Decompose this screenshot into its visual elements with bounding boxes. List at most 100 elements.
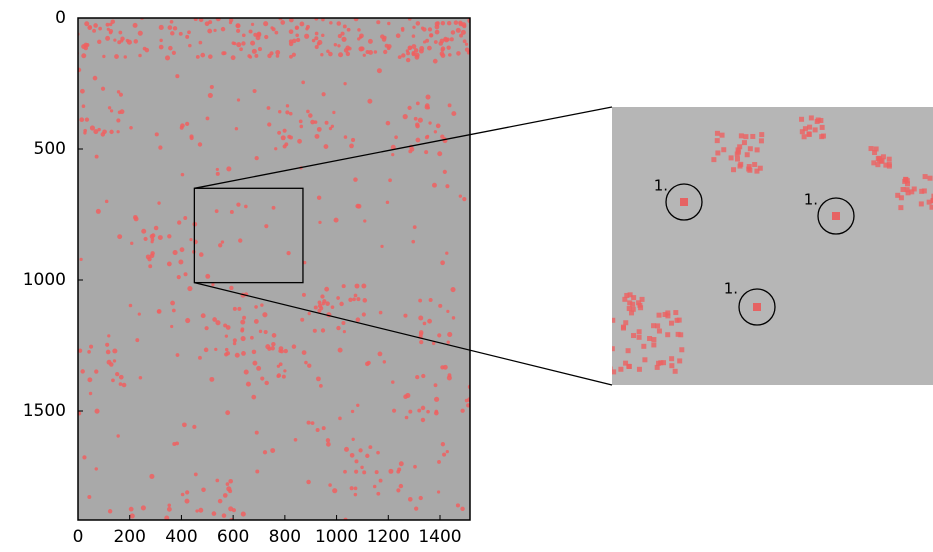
- cell: [264, 381, 268, 385]
- cell: [185, 318, 190, 323]
- cell: [114, 54, 119, 59]
- cell: [421, 418, 425, 422]
- cell: [215, 209, 219, 213]
- cell: [338, 417, 342, 421]
- cell: [631, 295, 636, 300]
- cell: [225, 410, 230, 415]
- cell: [336, 326, 340, 330]
- cell: [338, 348, 343, 353]
- cell: [430, 34, 433, 37]
- cell: [898, 205, 903, 210]
- cell: [228, 489, 232, 493]
- cell: [470, 36, 475, 41]
- cell: [119, 375, 124, 380]
- cell: [279, 362, 283, 366]
- cell: [360, 466, 363, 469]
- cell: [324, 144, 329, 149]
- cell: [319, 306, 323, 310]
- cell: [173, 26, 177, 30]
- cell: [743, 134, 748, 139]
- cell: [929, 205, 933, 210]
- cell: [255, 431, 259, 435]
- cell: [314, 36, 318, 40]
- cell: [923, 174, 928, 179]
- cell: [610, 318, 615, 323]
- cell: [258, 47, 262, 51]
- cell: [427, 319, 432, 324]
- cell: [226, 166, 231, 171]
- cell: [170, 301, 175, 306]
- cell: [282, 375, 286, 379]
- cell: [254, 305, 258, 309]
- cell: [308, 312, 311, 315]
- cell: [406, 51, 410, 55]
- cell: [272, 333, 277, 338]
- cell: [334, 218, 339, 223]
- cell: [274, 147, 277, 150]
- cell: [294, 438, 298, 442]
- cell: [408, 149, 412, 153]
- cell: [242, 316, 246, 320]
- cell: [417, 409, 421, 413]
- cell: [673, 369, 678, 374]
- cell: [411, 240, 415, 244]
- cell: [356, 404, 359, 407]
- cell: [92, 29, 96, 33]
- cell: [355, 284, 360, 289]
- cell: [319, 384, 323, 388]
- cell: [225, 348, 228, 351]
- cell: [324, 287, 329, 292]
- cell: [665, 332, 670, 337]
- cell: [317, 127, 322, 132]
- cell: [341, 37, 346, 42]
- cell: [241, 327, 245, 331]
- cell: [254, 319, 259, 324]
- cell: [185, 490, 189, 494]
- cell: [362, 470, 366, 474]
- cell: [87, 377, 92, 382]
- cell: [426, 135, 429, 138]
- cell: [185, 122, 189, 126]
- cell: [376, 20, 380, 24]
- cell: [379, 311, 383, 315]
- cell: [428, 121, 431, 124]
- cell: [252, 89, 256, 93]
- cell: [265, 344, 270, 349]
- cell: [278, 349, 281, 352]
- cell: [68, 50, 72, 54]
- cell: [172, 442, 176, 446]
- cell: [349, 144, 354, 149]
- cell: [256, 366, 261, 371]
- cell: [198, 356, 202, 360]
- cell: [167, 262, 172, 267]
- cell: [157, 201, 160, 204]
- cell: [432, 183, 437, 188]
- cell: [462, 197, 466, 201]
- cell: [58, 342, 62, 346]
- cell: [199, 252, 204, 257]
- cell: [254, 54, 258, 58]
- cell: [460, 507, 464, 511]
- cell: [387, 22, 390, 25]
- cell: [320, 53, 323, 56]
- cell: [677, 318, 682, 323]
- cell: [289, 39, 293, 43]
- cell: [117, 234, 122, 239]
- cell: [147, 257, 151, 261]
- cell: [451, 30, 456, 35]
- cell: [373, 485, 377, 489]
- cell: [423, 40, 426, 43]
- cell: [112, 348, 117, 353]
- cell: [669, 356, 674, 361]
- cell: [116, 130, 119, 133]
- cell: [642, 357, 647, 362]
- cell: [98, 27, 102, 31]
- x-tick-label: 1200: [367, 527, 410, 547]
- cell: [102, 129, 107, 134]
- cell: [236, 202, 240, 206]
- cell: [316, 428, 320, 432]
- cell: [413, 465, 417, 469]
- cell: [437, 151, 442, 156]
- cell: [413, 225, 417, 229]
- cell: [351, 410, 354, 413]
